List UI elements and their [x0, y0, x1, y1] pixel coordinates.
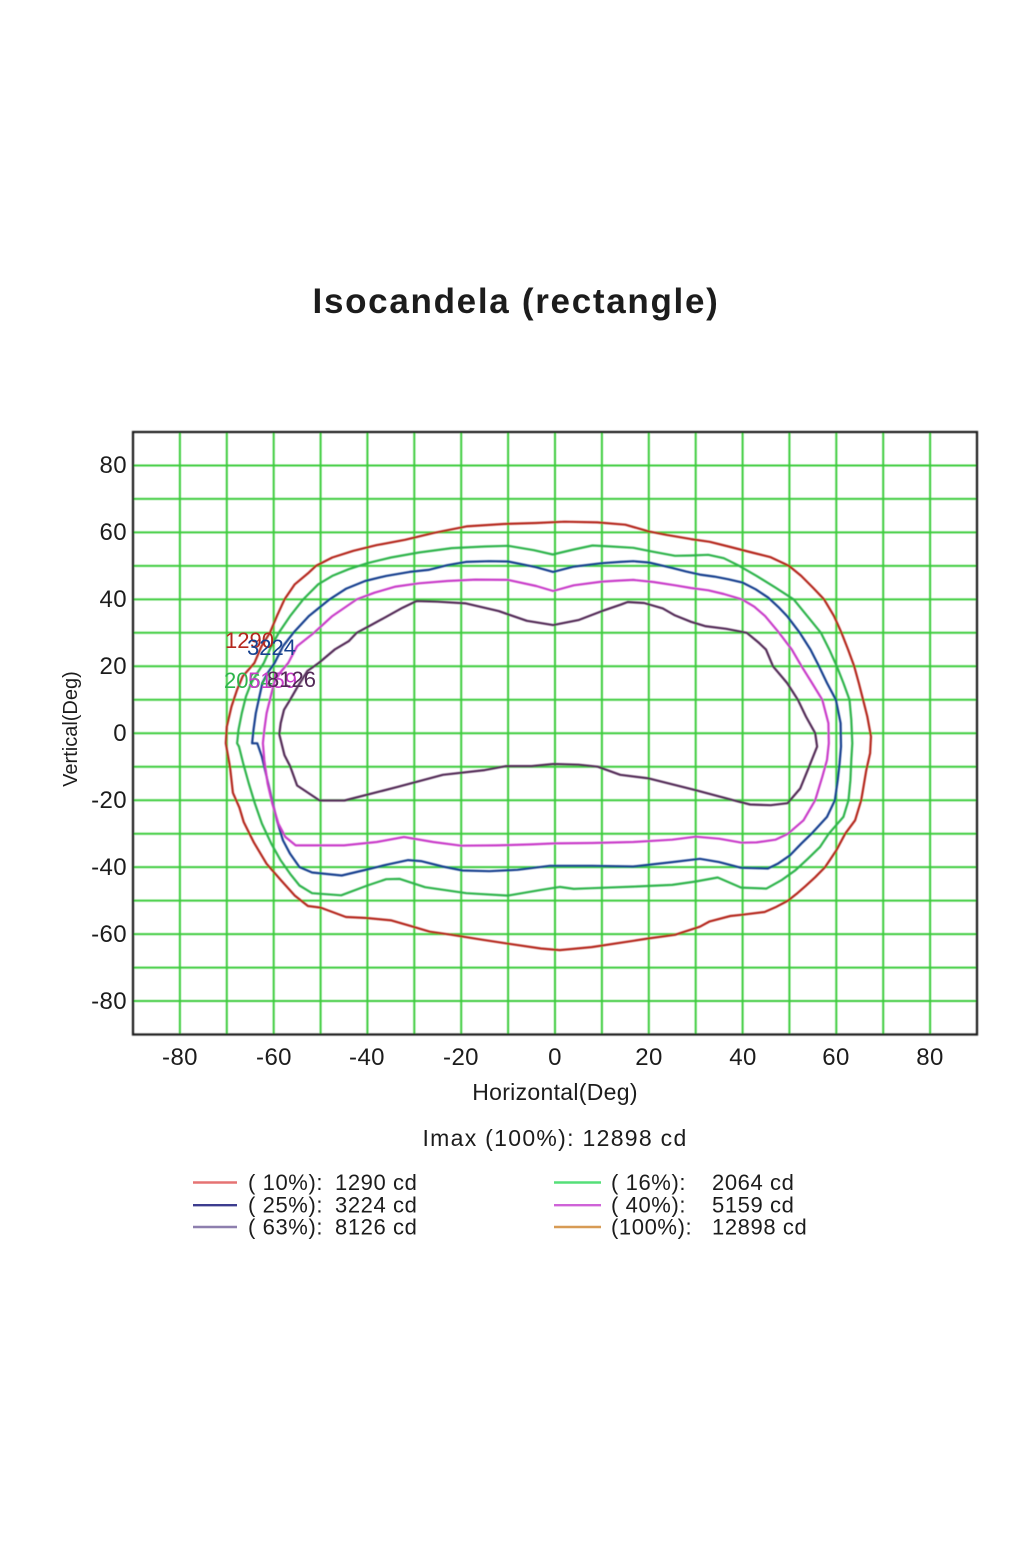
svg-text:Isocandela (rectangle): Isocandela (rectangle): [313, 282, 720, 321]
svg-text:20: 20: [635, 1044, 663, 1071]
svg-text:3224: 3224: [247, 635, 296, 660]
svg-text:( 16%):: ( 16%):: [611, 1170, 686, 1195]
svg-text:80: 80: [100, 452, 128, 479]
svg-text:1290 cd: 1290 cd: [335, 1170, 418, 1195]
svg-text:-20: -20: [91, 787, 127, 814]
svg-text:2064: 2064: [224, 668, 273, 693]
svg-text:( 10%):: ( 10%):: [248, 1170, 323, 1195]
svg-text:2064 cd: 2064 cd: [712, 1170, 795, 1195]
svg-text:-60: -60: [256, 1044, 292, 1071]
svg-text:( 63%):: ( 63%):: [248, 1215, 323, 1240]
svg-text:( 40%):: ( 40%):: [611, 1193, 686, 1218]
svg-text:20: 20: [100, 653, 128, 680]
svg-text:8126 cd: 8126 cd: [335, 1215, 418, 1240]
svg-text:-20: -20: [443, 1044, 479, 1071]
svg-text:8126: 8126: [267, 667, 316, 692]
svg-text:5159 cd: 5159 cd: [712, 1193, 795, 1218]
svg-text:0: 0: [113, 720, 127, 747]
svg-text:40: 40: [729, 1044, 757, 1071]
svg-text:60: 60: [100, 519, 128, 546]
svg-text:80: 80: [916, 1044, 944, 1071]
svg-text:1290: 1290: [225, 628, 274, 653]
svg-text:-80: -80: [91, 988, 127, 1015]
svg-text:3224 cd: 3224 cd: [335, 1193, 418, 1218]
svg-text:60: 60: [822, 1044, 850, 1071]
svg-text:(100%):: (100%):: [611, 1215, 692, 1240]
svg-text:0: 0: [548, 1044, 562, 1071]
svg-text:12898 cd: 12898 cd: [712, 1215, 807, 1240]
svg-text:-40: -40: [91, 854, 127, 881]
svg-text:40: 40: [100, 586, 128, 613]
svg-text:-80: -80: [162, 1044, 198, 1071]
svg-text:Imax (100%): 12898 cd: Imax (100%): 12898 cd: [422, 1125, 687, 1151]
svg-text:( 25%):: ( 25%):: [248, 1193, 323, 1218]
svg-text:-60: -60: [91, 921, 127, 948]
svg-text:5159: 5159: [248, 668, 297, 693]
svg-text:Vertical(Deg): Vertical(Deg): [60, 671, 82, 787]
svg-text:Horizontal(Deg): Horizontal(Deg): [472, 1079, 638, 1105]
svg-text:-40: -40: [349, 1044, 385, 1071]
